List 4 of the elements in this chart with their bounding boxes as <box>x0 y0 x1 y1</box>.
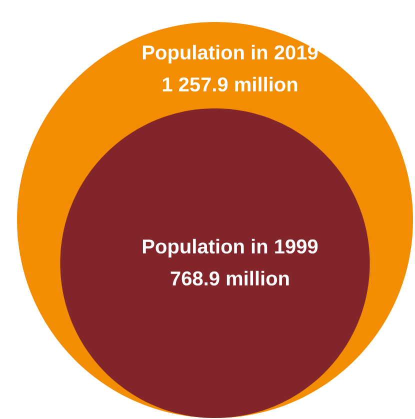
data-label: 1 257.9 million <box>162 76 298 92</box>
category-label: Population in 2019 <box>142 44 318 64</box>
category-label: Population in 1999 <box>142 238 318 258</box>
data-label: 768.9 million <box>170 270 289 286</box>
